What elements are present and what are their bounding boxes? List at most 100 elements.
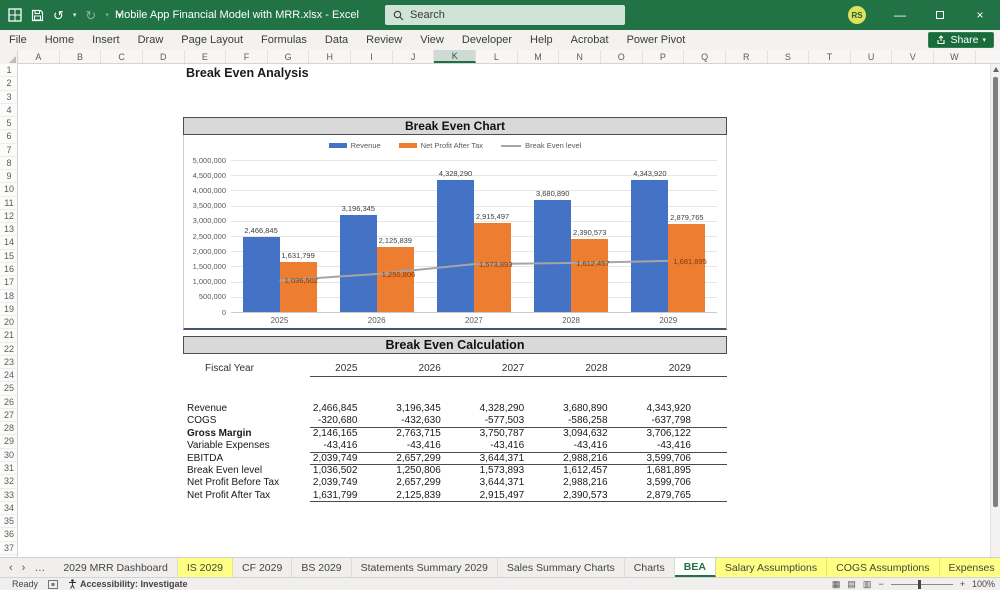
sheet-tab-is-2029[interactable]: IS 2029 bbox=[177, 558, 234, 577]
column-header-m[interactable]: M bbox=[518, 50, 560, 63]
ribbon-tab-home[interactable]: Home bbox=[44, 34, 75, 46]
bar-net-profit-after-tax-2027[interactable] bbox=[474, 223, 511, 312]
sheet-list-icon[interactable]: … bbox=[34, 561, 46, 574]
row-header-11[interactable]: 11 bbox=[0, 197, 17, 210]
bar-revenue-2025[interactable] bbox=[242, 237, 280, 312]
worksheet[interactable]: Break Even Analysis Break Even Chart Rev… bbox=[18, 64, 990, 557]
column-header-o[interactable]: O bbox=[601, 50, 643, 63]
column-header-q[interactable]: Q bbox=[684, 50, 726, 63]
column-header-a[interactable]: A bbox=[18, 50, 60, 63]
ribbon-tab-acrobat[interactable]: Acrobat bbox=[570, 34, 609, 46]
row-header-17[interactable]: 17 bbox=[0, 276, 17, 290]
prev-sheet-icon[interactable]: ‹ bbox=[9, 561, 13, 574]
ribbon-tab-view[interactable]: View bbox=[420, 34, 444, 46]
row-header-2[interactable]: 2 bbox=[0, 77, 17, 91]
ribbon-tab-help[interactable]: Help bbox=[530, 34, 553, 46]
row-header-5[interactable]: 5 bbox=[0, 117, 17, 131]
sheet-tab-2029-mrr-dashboard[interactable]: 2029 MRR Dashboard bbox=[54, 558, 178, 577]
zoom-out-icon[interactable]: − bbox=[878, 579, 884, 589]
break-even-chart[interactable]: Revenue Net Profit After Tax Break Even le… bbox=[183, 135, 727, 330]
sheet-tab-bs-2029[interactable]: BS 2029 bbox=[292, 558, 352, 577]
row-header-30[interactable]: 30 bbox=[0, 449, 17, 462]
page-break-view-icon[interactable]: ▥ bbox=[862, 578, 872, 589]
ribbon-tab-power-pivot[interactable]: Power Pivot bbox=[626, 34, 686, 46]
next-sheet-icon[interactable]: › bbox=[21, 561, 26, 574]
column-header-v[interactable]: V bbox=[892, 50, 935, 63]
row-header-28[interactable]: 28 bbox=[0, 422, 17, 436]
column-header-r[interactable]: R bbox=[726, 50, 768, 63]
vertical-scroll-thumb[interactable] bbox=[993, 77, 998, 507]
row-header-22[interactable]: 22 bbox=[0, 343, 17, 356]
column-header-d[interactable]: D bbox=[143, 50, 185, 63]
column-header-b[interactable]: B bbox=[60, 50, 102, 63]
ribbon-tab-formulas[interactable]: Formulas bbox=[261, 34, 307, 46]
macro-record-icon[interactable] bbox=[48, 579, 59, 589]
close-button[interactable]: × bbox=[976, 8, 984, 22]
search-box[interactable] bbox=[385, 5, 625, 25]
column-header-w[interactable]: W bbox=[934, 50, 976, 63]
row-header-18[interactable]: 18 bbox=[0, 290, 17, 303]
row-header-6[interactable]: 6 bbox=[0, 130, 17, 144]
row-header-27[interactable]: 27 bbox=[0, 409, 17, 423]
zoom-slider-thumb[interactable] bbox=[917, 579, 921, 589]
ribbon-tab-page-layout[interactable]: Page Layout bbox=[181, 34, 244, 46]
row-header-35[interactable]: 35 bbox=[0, 515, 17, 529]
column-header-f[interactable]: F bbox=[226, 50, 268, 63]
column-header-j[interactable]: J bbox=[393, 50, 435, 63]
column-header-i[interactable]: I bbox=[351, 50, 393, 63]
vertical-scrollbar[interactable] bbox=[990, 64, 1000, 557]
sheet-tab-charts[interactable]: Charts bbox=[625, 558, 675, 577]
row-header-20[interactable]: 20 bbox=[0, 316, 17, 330]
restore-button[interactable] bbox=[920, 0, 960, 30]
zoom-slider[interactable] bbox=[890, 579, 953, 589]
column-header-p[interactable]: P bbox=[643, 50, 685, 63]
select-all-corner[interactable] bbox=[0, 50, 18, 64]
row-header-34[interactable]: 34 bbox=[0, 502, 17, 516]
zoom-level[interactable]: 100% bbox=[971, 579, 995, 589]
row-header-7[interactable]: 7 bbox=[0, 144, 17, 157]
sheet-tab-salary-assumptions[interactable]: Salary Assumptions bbox=[715, 558, 828, 577]
sheet-tab-bea[interactable]: BEA bbox=[674, 558, 716, 577]
row-header-4[interactable]: 4 bbox=[0, 104, 17, 118]
row-header-29[interactable]: 29 bbox=[0, 435, 17, 449]
page-layout-view-icon[interactable]: ▤ bbox=[847, 578, 856, 589]
row-header-38[interactable]: 38 bbox=[0, 555, 17, 557]
bar-net-profit-after-tax-2029[interactable] bbox=[668, 224, 706, 312]
sheet-tab-sales-summary-charts[interactable]: Sales Summary Charts bbox=[498, 558, 625, 577]
row-header-26[interactable]: 26 bbox=[0, 396, 17, 409]
zoom-in-icon[interactable]: + bbox=[959, 579, 965, 589]
column-header-n[interactable]: N bbox=[559, 50, 601, 63]
bar-net-profit-after-tax-2026[interactable] bbox=[376, 247, 414, 312]
row-header-23[interactable]: 23 bbox=[0, 356, 17, 370]
row-header-21[interactable]: 21 bbox=[0, 329, 17, 343]
row-header-36[interactable]: 36 bbox=[0, 528, 17, 542]
ribbon-tab-file[interactable]: File bbox=[9, 34, 27, 46]
search-input[interactable] bbox=[410, 9, 590, 21]
row-header-13[interactable]: 13 bbox=[0, 223, 17, 237]
row-header-24[interactable]: 24 bbox=[0, 369, 17, 383]
column-header-k[interactable]: K bbox=[434, 50, 477, 63]
ribbon-tab-insert[interactable]: Insert bbox=[92, 34, 120, 46]
column-header-l[interactable]: L bbox=[476, 50, 518, 63]
column-header-c[interactable]: C bbox=[101, 50, 143, 63]
ribbon-tab-review[interactable]: Review bbox=[366, 34, 403, 46]
row-header-12[interactable]: 12 bbox=[0, 210, 17, 224]
row-header-14[interactable]: 14 bbox=[0, 236, 17, 250]
row-header-16[interactable]: 16 bbox=[0, 263, 17, 277]
bar-revenue-2029[interactable] bbox=[631, 179, 669, 312]
row-header-31[interactable]: 31 bbox=[0, 462, 17, 476]
normal-view-icon[interactable]: ▦ bbox=[831, 578, 841, 589]
ribbon-tab-developer[interactable]: Developer bbox=[461, 34, 513, 46]
row-header-19[interactable]: 19 bbox=[0, 303, 17, 317]
row-header-32[interactable]: 32 bbox=[0, 475, 17, 489]
column-header-g[interactable]: G bbox=[268, 50, 310, 63]
bar-revenue-2028[interactable] bbox=[534, 200, 572, 312]
column-header-s[interactable]: S bbox=[768, 50, 810, 63]
ribbon-tab-draw[interactable]: Draw bbox=[137, 34, 164, 46]
minimize-button[interactable]: — bbox=[894, 8, 906, 22]
accessibility-status[interactable]: Accessibility: Investigate bbox=[68, 579, 188, 589]
sheet-tab-statements-summary-2029[interactable]: Statements Summary 2029 bbox=[352, 558, 498, 577]
column-header-e[interactable]: E bbox=[185, 50, 227, 63]
row-header-10[interactable]: 10 bbox=[0, 183, 17, 197]
row-header-9[interactable]: 9 bbox=[0, 170, 17, 184]
